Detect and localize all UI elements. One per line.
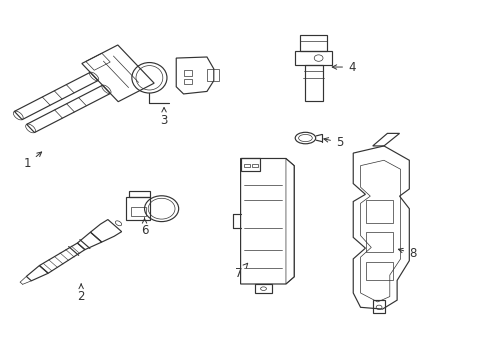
- Bar: [183, 78, 192, 84]
- Bar: [131, 207, 146, 216]
- Text: 1: 1: [24, 152, 41, 170]
- Bar: [366, 232, 392, 252]
- Text: 8: 8: [398, 247, 416, 260]
- Bar: [366, 262, 392, 280]
- Text: 6: 6: [141, 218, 148, 237]
- Text: 5: 5: [323, 136, 343, 149]
- Bar: [251, 164, 257, 167]
- Bar: [244, 164, 249, 167]
- Text: 3: 3: [160, 108, 167, 127]
- Bar: [366, 200, 392, 223]
- Text: 2: 2: [77, 284, 85, 303]
- Bar: [183, 70, 192, 76]
- Text: 4: 4: [331, 60, 355, 73]
- Text: 7: 7: [234, 263, 247, 280]
